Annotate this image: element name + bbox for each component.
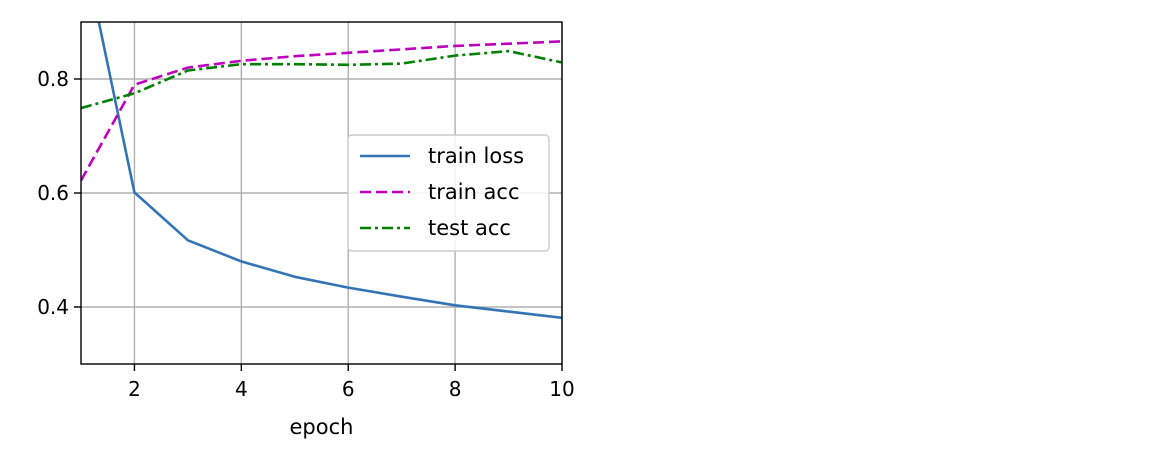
series-lines	[81, 22, 562, 320]
y-tick-label: 0.6	[37, 181, 69, 205]
x-axis-label: epoch	[290, 415, 354, 439]
x-tick-label: 6	[342, 377, 355, 401]
x-tick-label: 10	[549, 377, 574, 401]
legend-box	[347, 134, 550, 252]
series-line-test-acc	[81, 49, 562, 110]
legend: train loss train acc test acc	[347, 134, 550, 252]
x-tick-label: 8	[449, 377, 462, 401]
legend-label: train acc	[428, 180, 520, 204]
y-tick-label: 0.4	[37, 295, 69, 319]
y-tick-label: 0.8	[37, 67, 69, 91]
legend-label: test acc	[428, 216, 511, 240]
series-line-train-loss	[97, 22, 562, 320]
x-tick-label: 2	[128, 377, 141, 401]
series-line-train-acc	[81, 40, 562, 182]
axis-ticks: 2 4 6 8 10 0.4 0.6 0.8	[37, 67, 575, 401]
legend-label: train loss	[428, 144, 524, 168]
x-tick-label: 4	[235, 377, 248, 401]
